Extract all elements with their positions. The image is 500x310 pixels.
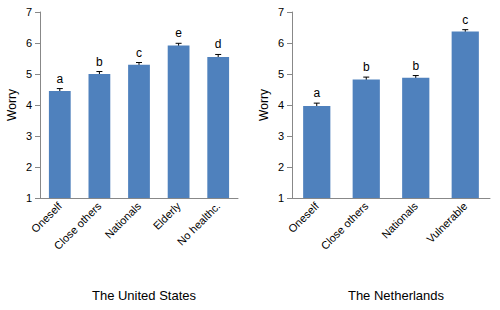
svg-text:6: 6 [278,37,284,49]
svg-text:a: a [313,86,320,100]
svg-text:2: 2 [26,161,32,173]
svg-text:Worry: Worry [5,89,19,121]
svg-text:Vulnerable: Vulnerable [424,200,469,245]
svg-text:Elderly: Elderly [151,199,184,232]
svg-text:a: a [56,72,63,86]
svg-text:1: 1 [26,192,32,204]
svg-text:Oneself: Oneself [286,199,322,235]
svg-text:No healthc.: No healthc. [175,200,223,248]
svg-text:Nationals: Nationals [379,199,420,240]
svg-text:e: e [175,26,182,40]
svg-text:5: 5 [26,68,32,80]
svg-text:c: c [462,13,468,27]
svg-text:1: 1 [278,192,284,204]
svg-text:b: b [363,60,370,74]
svg-text:4: 4 [278,99,284,111]
svg-text:7: 7 [26,6,32,18]
svg-text:6: 6 [26,37,32,49]
svg-text:Close others: Close others [52,199,104,251]
svg-text:3: 3 [26,130,32,142]
svg-text:The United States: The United States [92,288,197,303]
svg-text:b: b [412,59,419,73]
svg-text:5: 5 [278,68,284,80]
svg-text:Nationals: Nationals [102,199,143,240]
svg-text:2: 2 [278,161,284,173]
svg-text:3: 3 [278,130,284,142]
svg-text:Worry: Worry [257,89,271,121]
svg-text:The Netherlands: The Netherlands [348,288,445,303]
svg-text:Close others: Close others [318,199,370,251]
svg-text:7: 7 [278,6,284,18]
svg-text:c: c [136,46,142,60]
svg-text:d: d [215,37,222,51]
svg-text:Oneself: Oneself [29,199,65,235]
svg-text:b: b [96,55,103,69]
svg-text:4: 4 [26,99,32,111]
